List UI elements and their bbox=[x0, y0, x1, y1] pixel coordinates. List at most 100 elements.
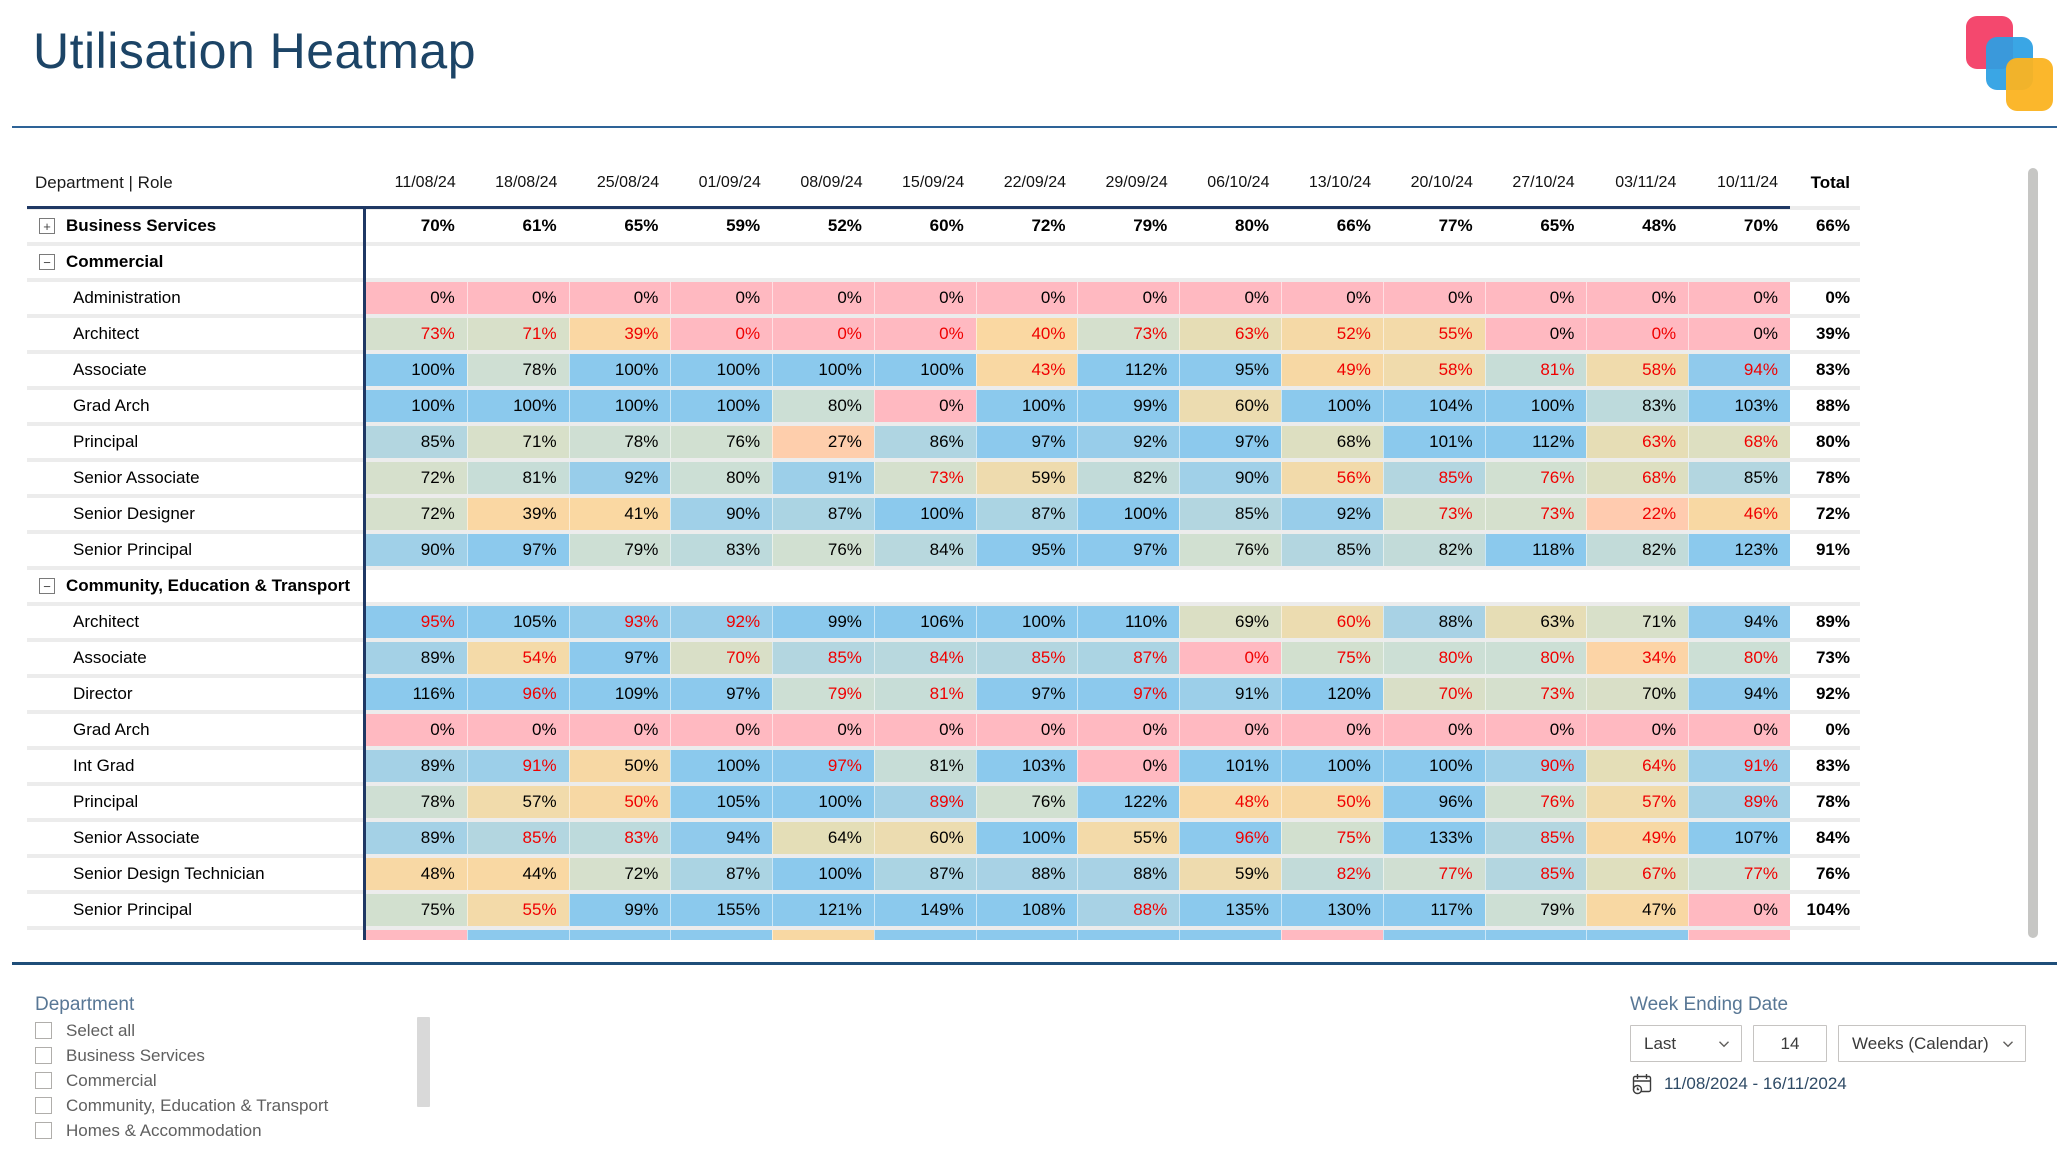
row-label[interactable]: Administration bbox=[27, 282, 366, 314]
week-ending-count-input[interactable]: 14 bbox=[1753, 1025, 1827, 1062]
heatmap-cell[interactable]: 0% bbox=[1484, 714, 1587, 746]
heatmap-cell[interactable]: 91% bbox=[1688, 750, 1790, 782]
heatmap-cell[interactable]: 85% bbox=[1688, 462, 1790, 494]
heatmap-cell[interactable]: 89% bbox=[366, 642, 467, 674]
heatmap-cell[interactable]: 94% bbox=[1688, 354, 1790, 386]
heatmap-cell[interactable]: 65% bbox=[568, 210, 671, 242]
heatmap-cell[interactable]: 79% bbox=[568, 534, 671, 566]
heatmap-cell[interactable]: 112% bbox=[1484, 426, 1587, 458]
heatmap-cell[interactable]: 0% bbox=[670, 318, 773, 350]
heatmap-cell[interactable]: 97% bbox=[670, 678, 773, 710]
heatmap-cell[interactable]: 100% bbox=[1281, 750, 1383, 782]
heatmap-cell[interactable] bbox=[1077, 246, 1180, 278]
heatmap-cell[interactable]: 97% bbox=[466, 534, 569, 566]
heatmap-cell[interactable]: 100% bbox=[975, 822, 1078, 854]
heatmap-cell[interactable]: 76% bbox=[1484, 462, 1587, 494]
heatmap-cell[interactable]: 75% bbox=[1281, 642, 1383, 674]
heatmap-cell[interactable]: 0% bbox=[873, 318, 976, 350]
heatmap-cell[interactable]: 92% bbox=[568, 462, 671, 494]
heatmap-cell[interactable]: 100% bbox=[366, 390, 467, 422]
heatmap-cell[interactable]: 0% bbox=[873, 390, 976, 422]
heatmap-cell[interactable]: 100% bbox=[670, 354, 773, 386]
heatmap-cell[interactable]: 0% bbox=[772, 714, 874, 746]
heatmap-cell[interactable]: 0% bbox=[1077, 282, 1180, 314]
heatmap-cell[interactable]: 97% bbox=[1179, 426, 1282, 458]
heatmap-cell[interactable]: 64% bbox=[1586, 750, 1689, 782]
heatmap-cell[interactable]: 90% bbox=[1179, 462, 1282, 494]
heatmap-cell[interactable]: 59% bbox=[1179, 858, 1282, 890]
heatmap-cell[interactable]: 105% bbox=[466, 606, 569, 638]
heatmap-cell[interactable]: 0% bbox=[670, 714, 773, 746]
heatmap-cell[interactable]: 88% bbox=[1382, 606, 1485, 638]
heatmap-cell[interactable]: 95% bbox=[975, 534, 1078, 566]
heatmap-cell[interactable]: 77% bbox=[1688, 858, 1790, 890]
row-label[interactable]: Director bbox=[27, 678, 366, 710]
heatmap-cell[interactable]: 83% bbox=[568, 822, 671, 854]
heatmap-cell[interactable]: 78% bbox=[366, 786, 467, 818]
heatmap-cell[interactable]: 109% bbox=[568, 678, 671, 710]
heatmap-cell[interactable]: 100% bbox=[1077, 498, 1180, 530]
heatmap-cell[interactable]: 73% bbox=[1382, 498, 1485, 530]
heatmap-cell[interactable]: 130% bbox=[1281, 894, 1383, 926]
heatmap-cell[interactable]: 97% bbox=[568, 642, 671, 674]
heatmap-cell[interactable]: 103% bbox=[975, 750, 1078, 782]
heatmap-cell[interactable]: 89% bbox=[1688, 786, 1790, 818]
heatmap-cell[interactable]: 77% bbox=[1382, 858, 1485, 890]
heatmap-cell[interactable]: 105% bbox=[670, 786, 773, 818]
heatmap-cell[interactable]: 87% bbox=[1077, 642, 1180, 674]
heatmap-cell[interactable]: 0% bbox=[366, 282, 467, 314]
heatmap-cell[interactable]: 79% bbox=[1484, 894, 1587, 926]
heatmap-cell[interactable]: 107% bbox=[1688, 822, 1790, 854]
heatmap-cell[interactable] bbox=[670, 246, 773, 278]
week-ending-last-dropdown[interactable]: Last bbox=[1630, 1025, 1742, 1062]
heatmap-cell[interactable]: 22% bbox=[1586, 498, 1689, 530]
heatmap-cell[interactable]: 68% bbox=[1688, 426, 1790, 458]
heatmap-cell[interactable]: 57% bbox=[466, 786, 569, 818]
heatmap-cell[interactable] bbox=[1688, 246, 1790, 278]
heatmap-cell[interactable]: 52% bbox=[1281, 318, 1383, 350]
heatmap-cell[interactable]: 73% bbox=[1484, 498, 1587, 530]
heatmap-cell[interactable] bbox=[1382, 570, 1485, 602]
expand-icon[interactable]: + bbox=[39, 218, 55, 234]
heatmap-cell[interactable]: 48% bbox=[1179, 786, 1282, 818]
heatmap-cell[interactable]: 70% bbox=[1586, 678, 1689, 710]
heatmap-cell[interactable]: 0% bbox=[1179, 282, 1282, 314]
row-label[interactable]: Senior Principal bbox=[27, 894, 366, 926]
heatmap-cell[interactable]: 58% bbox=[1586, 354, 1689, 386]
heatmap-cell[interactable] bbox=[366, 246, 467, 278]
heatmap-cell[interactable]: 85% bbox=[1179, 498, 1282, 530]
heatmap-cell[interactable]: 55% bbox=[1077, 822, 1180, 854]
heatmap-cell[interactable]: 72% bbox=[366, 462, 467, 494]
row-label[interactable]: Architect bbox=[27, 606, 366, 638]
heatmap-cell[interactable]: 106% bbox=[873, 606, 976, 638]
heatmap-cell[interactable]: 103% bbox=[1688, 390, 1790, 422]
heatmap-cell[interactable]: 65% bbox=[1484, 210, 1587, 242]
heatmap-cell[interactable]: 44% bbox=[466, 858, 569, 890]
heatmap-cell[interactable]: 82% bbox=[1077, 462, 1180, 494]
heatmap-cell[interactable]: 117% bbox=[1382, 894, 1485, 926]
heatmap-cell[interactable]: 80% bbox=[670, 462, 773, 494]
heatmap-cell[interactable] bbox=[1281, 570, 1383, 602]
heatmap-cell[interactable]: 80% bbox=[1688, 642, 1790, 674]
heatmap-cell[interactable]: 100% bbox=[772, 786, 874, 818]
row-label[interactable]: Grad Arch bbox=[27, 390, 366, 422]
heatmap-cell[interactable]: 100% bbox=[568, 354, 671, 386]
heatmap-cell[interactable]: 100% bbox=[772, 354, 874, 386]
heatmap-cell[interactable]: 43% bbox=[975, 354, 1078, 386]
heatmap-cell[interactable]: 63% bbox=[1179, 318, 1282, 350]
heatmap-cell[interactable]: 135% bbox=[1179, 894, 1282, 926]
heatmap-cell[interactable]: 95% bbox=[1179, 354, 1282, 386]
heatmap-cell[interactable] bbox=[873, 246, 976, 278]
heatmap-cell[interactable]: 0% bbox=[1484, 318, 1587, 350]
heatmap-cell[interactable]: 73% bbox=[873, 462, 976, 494]
heatmap-cell[interactable] bbox=[873, 570, 976, 602]
heatmap-cell[interactable]: 72% bbox=[366, 498, 467, 530]
heatmap-cell[interactable]: 96% bbox=[466, 678, 569, 710]
heatmap-cell[interactable]: 100% bbox=[873, 498, 976, 530]
heatmap-cell[interactable]: 85% bbox=[772, 642, 874, 674]
heatmap-cell[interactable]: 0% bbox=[1688, 318, 1790, 350]
week-ending-unit-dropdown[interactable]: Weeks (Calendar) bbox=[1838, 1025, 2026, 1062]
heatmap-cell[interactable]: 0% bbox=[1688, 714, 1790, 746]
heatmap-cell[interactable] bbox=[1688, 570, 1790, 602]
heatmap-cell[interactable]: 85% bbox=[1382, 462, 1485, 494]
